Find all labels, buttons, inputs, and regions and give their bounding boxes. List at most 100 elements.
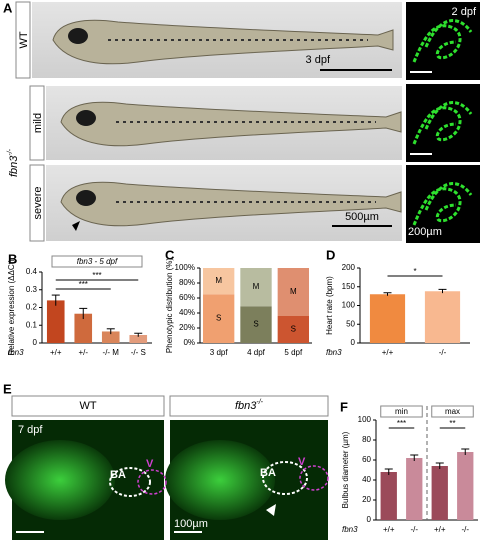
group-label: min <box>395 407 408 416</box>
y-tick-label: 150 <box>342 282 356 291</box>
significance: *** <box>92 271 101 280</box>
bar <box>424 291 461 343</box>
header: fbn3-/- <box>235 399 264 412</box>
y-tick-label: 100% <box>175 263 195 272</box>
ba-outline <box>109 467 151 497</box>
ba-label: BA <box>110 469 126 481</box>
y-tick-label: 20 <box>362 495 371 504</box>
panel-a: A WT fbn3-/- mild severe 3 dpf 500µm 2 d… <box>3 0 482 245</box>
x-tick-label: 5 dpf <box>284 348 303 357</box>
confocal-image <box>404 82 482 164</box>
y-tick-label: 80% <box>179 278 195 287</box>
ba-outline <box>262 461 308 495</box>
scale-label: 100µm <box>174 518 208 530</box>
y-tick-label: 0% <box>183 338 195 347</box>
panel-letter: C <box>165 247 175 262</box>
segment-label: M <box>290 287 297 296</box>
x-tick-label: +/- <box>78 348 88 357</box>
y-tick-label: 0 <box>351 338 356 347</box>
y-tick-label: 0.3 <box>26 285 38 294</box>
tissue <box>5 440 115 520</box>
scale-label: 200µm <box>408 226 442 238</box>
group-label: max <box>445 407 460 416</box>
ba-label: BA <box>260 467 276 479</box>
v-label: V <box>298 456 306 468</box>
y-tick-label: 100 <box>358 415 372 424</box>
bar-segment <box>277 316 310 343</box>
y-axis-label: Phenotypic distribution (%) <box>165 258 174 353</box>
significance: ** <box>449 419 455 428</box>
row-label: mild <box>32 113 44 133</box>
row-label: WT <box>18 31 30 48</box>
scale-label: 500µm <box>345 211 379 223</box>
age-label: 2 dpf <box>452 6 477 18</box>
y-tick-label: 0.4 <box>26 267 38 276</box>
v-outline <box>299 465 329 491</box>
x-tick-label: 4 dpf <box>247 348 266 357</box>
y-tick-label: 100 <box>342 301 356 310</box>
y-tick-label: 0.2 <box>26 303 38 312</box>
y-tick-label: 50 <box>346 319 355 328</box>
header-box <box>11 395 165 417</box>
row-box <box>29 85 45 161</box>
bar-segment <box>277 268 310 316</box>
y-tick-label: 0.1 <box>26 320 38 329</box>
significance: * <box>413 267 416 276</box>
title-box <box>51 255 143 268</box>
header-box <box>169 395 329 417</box>
x-tick-label: -/- <box>439 348 447 357</box>
y-tick-label: 200 <box>342 263 356 272</box>
y-tick-label: 40% <box>179 308 195 317</box>
panel-letter: F <box>340 399 348 414</box>
y-tick-label: 80 <box>362 435 371 444</box>
x-tick-label: +/+ <box>382 348 394 357</box>
row-box <box>15 1 31 79</box>
panel-letter: B <box>8 251 17 266</box>
x-tick-label: -/- <box>461 525 469 534</box>
bar <box>431 466 448 520</box>
bar-segment <box>202 294 235 343</box>
y-tick-label: 60 <box>362 455 371 464</box>
bar-segment <box>240 306 272 343</box>
panel-e: E WT fbn3-/- 7 dpf BA V BA V 100µm <box>3 381 329 540</box>
segment-label: M <box>215 276 222 285</box>
x-tick-label: -/- M <box>103 348 120 357</box>
arrowhead <box>72 221 80 231</box>
y-tick-label: 20% <box>179 323 195 332</box>
arrowhead <box>266 504 276 516</box>
y-axis-label: Relative expression (ΔΔCt) <box>7 259 16 355</box>
bar <box>380 472 397 520</box>
x-tick-label: -/- S <box>131 348 146 357</box>
header: WT <box>79 400 96 412</box>
x-tick-label: +/+ <box>383 525 395 534</box>
panel-letter: E <box>3 381 12 396</box>
x-tick-label: -/- <box>410 525 418 534</box>
bar <box>369 294 406 343</box>
x-tick-label: +/+ <box>434 525 446 534</box>
bar <box>74 313 93 343</box>
genotype-label: fbn3-/- <box>7 148 20 177</box>
age-label: 3 dpf <box>306 54 331 66</box>
row-box <box>29 164 45 242</box>
bar <box>406 458 423 520</box>
significance: *** <box>79 280 88 289</box>
y-axis-label: Bulbus diameter (µm) <box>341 431 350 508</box>
significance: *** <box>397 419 406 428</box>
row-label: fbn3 <box>342 525 358 534</box>
bar <box>457 452 474 520</box>
bar <box>129 335 148 343</box>
bar-segment <box>202 268 235 295</box>
bar-segment <box>240 268 272 307</box>
segment-label: S <box>253 320 258 329</box>
segment-label: M <box>253 282 260 291</box>
v-outline <box>137 469 167 495</box>
segment-label: S <box>291 325 296 334</box>
tissue <box>165 440 275 520</box>
segment-label: S <box>216 314 221 323</box>
row-label: fbn3 <box>326 348 342 357</box>
age-label: 7 dpf <box>18 424 43 436</box>
group-box <box>431 405 474 418</box>
y-tick-label: 0 <box>367 515 372 524</box>
panel-letter: D <box>326 247 335 262</box>
